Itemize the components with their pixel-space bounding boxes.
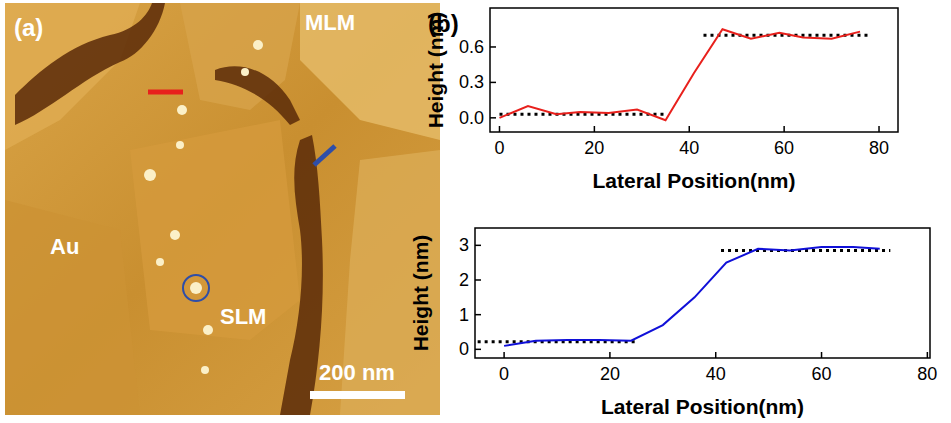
profile-line: [504, 247, 880, 346]
x-tick: [878, 126, 880, 132]
x-tick: [499, 126, 501, 132]
y-axis-title: Height (nm): [409, 235, 432, 352]
y-tick-label: 3: [459, 235, 469, 255]
region-label: Au: [50, 234, 79, 259]
y-tick: [475, 349, 481, 351]
y-tick: [490, 46, 496, 48]
figure: (a)MLMAuSLM200 nm(b)0204060800.00.30.6La…: [0, 0, 951, 423]
y-axis-title: Height (nm): [424, 12, 447, 129]
plot-data: [499, 29, 869, 120]
x-tick-label: 0: [494, 138, 504, 158]
x-axis-title: Lateral Position(nm): [592, 169, 795, 192]
particle: [203, 325, 213, 335]
chart: 0 20 40 60 80 0 1 2 3 Lateral Position(nm) Height …: [409, 228, 937, 418]
particle: [241, 68, 249, 76]
y-tick: [475, 245, 481, 247]
crack: [280, 135, 323, 415]
region-label: SLM: [220, 304, 266, 329]
x-tick-label: 20: [600, 364, 620, 384]
particle: [176, 141, 184, 149]
terrace: [300, 3, 440, 140]
profile-marker-blue: [314, 146, 335, 165]
x-tick: [821, 352, 823, 358]
x-tick-label: 80: [917, 364, 937, 384]
profile-line: [499, 29, 860, 120]
x-tick-label: 20: [584, 138, 604, 158]
plot-frame: [490, 8, 898, 132]
profile-marker-red: [148, 90, 183, 95]
crack: [15, 3, 165, 125]
crack: [215, 66, 300, 125]
plot-frame: [475, 228, 930, 358]
terrace: [5, 200, 140, 415]
particle: [156, 258, 164, 266]
particle: [144, 169, 156, 181]
y-tick: [475, 279, 481, 281]
afm-background: [5, 3, 440, 415]
afm-image: [5, 3, 440, 415]
particle: [253, 40, 263, 50]
particle: [170, 230, 180, 240]
x-tick: [609, 352, 611, 358]
x-tick: [594, 126, 596, 132]
x-tick-label: 60: [774, 138, 794, 158]
plot-data: [478, 247, 891, 346]
x-tick: [783, 126, 785, 132]
y-tick: [490, 117, 496, 119]
y-tick-label: 2: [459, 270, 469, 290]
y-tick-label: 0.3: [459, 72, 484, 92]
y-tick-label: 0.0: [459, 108, 484, 128]
y-tick-label: 1: [459, 305, 469, 325]
x-tick: [503, 352, 505, 358]
particle: [201, 366, 209, 374]
panel-label: (a): [14, 14, 43, 41]
x-tick-label: 60: [812, 364, 832, 384]
x-tick: [715, 352, 717, 358]
x-axis-title: Lateral Position(nm): [601, 395, 804, 418]
region-label: MLM: [305, 10, 355, 35]
terrace: [130, 120, 300, 340]
x-tick-label: 0: [499, 364, 509, 384]
reference-line: [499, 113, 665, 116]
y-tick-label: 0: [459, 339, 469, 359]
chart: 0 20 40 60 80 0.0 0.3 0.6 Lateral Position(nm) He…: [424, 8, 898, 192]
x-tick: [689, 126, 691, 132]
particle: [190, 282, 202, 294]
x-tick: [927, 352, 929, 358]
y-tick: [490, 82, 496, 84]
particle: [177, 105, 187, 115]
x-tick-label: 40: [679, 138, 699, 158]
x-tick-label: 80: [869, 138, 889, 158]
highlight-circle: [183, 275, 209, 301]
scale-bar: [310, 391, 405, 399]
scale-bar-label: 200 nm: [319, 360, 395, 385]
y-tick: [475, 314, 481, 316]
x-tick-label: 40: [706, 364, 726, 384]
y-tick-label: 0.6: [459, 37, 484, 57]
